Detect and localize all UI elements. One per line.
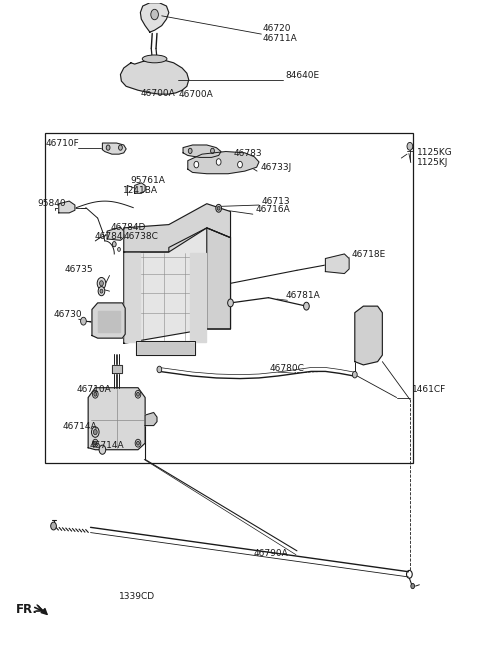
Text: 46730: 46730 — [54, 309, 83, 318]
Text: FR.: FR. — [16, 603, 38, 616]
Polygon shape — [112, 365, 122, 373]
Circle shape — [119, 145, 122, 150]
Text: 46700A: 46700A — [179, 89, 213, 99]
Text: 46790A: 46790A — [253, 549, 288, 558]
Circle shape — [94, 442, 96, 445]
Polygon shape — [97, 311, 120, 332]
Text: 46784: 46784 — [95, 232, 123, 241]
Circle shape — [217, 207, 220, 211]
Text: 46714A: 46714A — [90, 442, 124, 450]
Circle shape — [137, 442, 139, 445]
Text: 46720: 46720 — [263, 24, 291, 34]
Polygon shape — [102, 143, 126, 154]
Text: 1125KJ: 1125KJ — [417, 157, 448, 166]
Circle shape — [93, 390, 98, 398]
Polygon shape — [140, 3, 169, 32]
Polygon shape — [136, 341, 195, 355]
Polygon shape — [207, 228, 230, 329]
Text: 95840: 95840 — [37, 199, 66, 209]
Text: 46716A: 46716A — [255, 205, 290, 214]
Polygon shape — [59, 201, 75, 213]
Circle shape — [92, 427, 99, 438]
Circle shape — [135, 440, 141, 447]
Polygon shape — [183, 145, 221, 157]
Circle shape — [97, 278, 106, 290]
Text: 1241BA: 1241BA — [123, 186, 158, 195]
Text: 46718E: 46718E — [351, 249, 386, 259]
Polygon shape — [355, 306, 383, 365]
Circle shape — [99, 445, 106, 454]
Text: 46713: 46713 — [261, 197, 290, 206]
Polygon shape — [124, 204, 230, 252]
Text: 1125KG: 1125KG — [417, 149, 453, 157]
Circle shape — [157, 367, 162, 372]
Polygon shape — [145, 413, 157, 426]
Polygon shape — [124, 228, 230, 343]
Text: 46735: 46735 — [64, 265, 93, 274]
Text: 46714A: 46714A — [62, 422, 97, 432]
Circle shape — [98, 287, 105, 295]
Bar — [46, 134, 413, 463]
Circle shape — [51, 522, 56, 530]
Polygon shape — [107, 227, 124, 240]
Text: 46784D: 46784D — [111, 223, 146, 232]
Circle shape — [228, 299, 233, 307]
Circle shape — [411, 584, 415, 589]
Polygon shape — [88, 388, 145, 449]
Circle shape — [100, 290, 103, 293]
Text: 46733J: 46733J — [261, 163, 292, 172]
Circle shape — [118, 247, 120, 251]
Text: 46710F: 46710F — [46, 139, 79, 148]
Circle shape — [216, 159, 221, 165]
Polygon shape — [190, 253, 206, 342]
Text: 46738C: 46738C — [124, 232, 158, 241]
Text: 46783: 46783 — [234, 149, 263, 158]
Text: 46780C: 46780C — [269, 364, 304, 372]
Text: 46700A: 46700A — [140, 89, 175, 98]
Text: 46710A: 46710A — [77, 385, 111, 394]
Circle shape — [238, 161, 242, 168]
Circle shape — [194, 161, 199, 168]
Ellipse shape — [142, 55, 167, 63]
Polygon shape — [120, 60, 189, 94]
Circle shape — [94, 430, 97, 435]
Circle shape — [303, 302, 309, 310]
Polygon shape — [325, 254, 349, 274]
Text: 84640E: 84640E — [285, 71, 319, 80]
Polygon shape — [125, 253, 140, 342]
Text: 46711A: 46711A — [263, 34, 298, 43]
Circle shape — [81, 317, 86, 325]
Text: 95761A: 95761A — [130, 176, 165, 186]
Circle shape — [211, 148, 215, 153]
Circle shape — [216, 205, 221, 213]
Circle shape — [137, 392, 139, 396]
Text: 1461CF: 1461CF — [412, 385, 446, 394]
Polygon shape — [188, 151, 259, 174]
Circle shape — [352, 371, 357, 378]
Circle shape — [135, 390, 141, 398]
Circle shape — [151, 9, 158, 20]
Circle shape — [94, 392, 96, 396]
Polygon shape — [135, 183, 145, 193]
Text: 1339CD: 1339CD — [119, 592, 155, 601]
Circle shape — [93, 440, 98, 447]
Circle shape — [188, 148, 192, 153]
Circle shape — [112, 241, 116, 247]
Text: 46781A: 46781A — [285, 291, 320, 300]
Polygon shape — [92, 303, 125, 338]
Circle shape — [99, 281, 103, 286]
Circle shape — [407, 142, 413, 150]
Circle shape — [106, 145, 110, 150]
